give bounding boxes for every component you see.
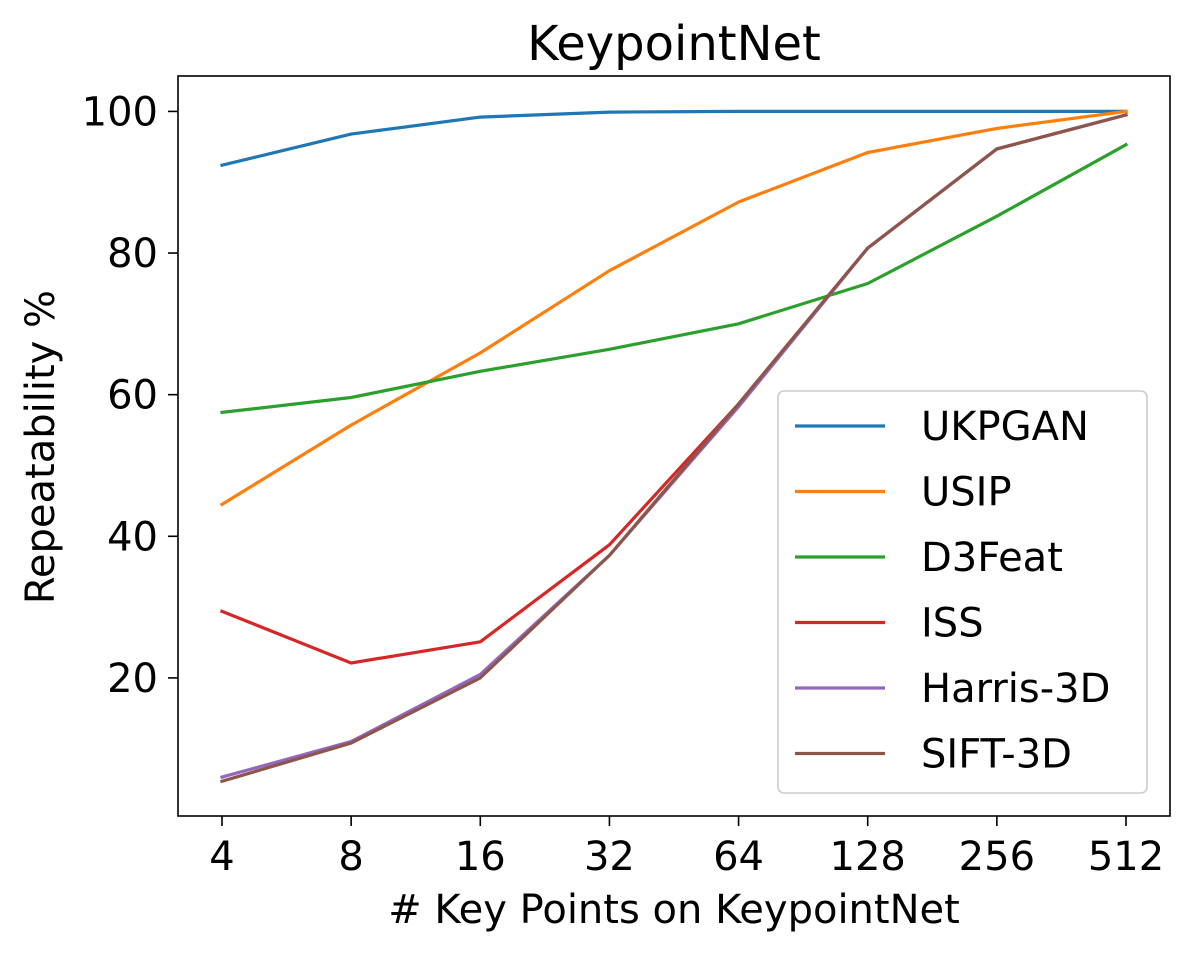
y-tick-label: 80 <box>107 231 158 277</box>
x-tick-label: 4 <box>209 834 234 880</box>
legend-label-harris-3d: Harris-3D <box>921 666 1110 712</box>
y-axis-ticks: 20 40 60 80 100 <box>82 89 178 702</box>
legend-label-usip: USIP <box>921 470 1012 516</box>
series-line-ukpgan <box>220 109 1128 168</box>
legend-label-d3feat: D3Feat <box>921 535 1063 581</box>
x-tick-label: 16 <box>455 834 506 880</box>
y-axis-label: Repeatability % <box>18 290 64 604</box>
legend: UKPGAN USIP D3Feat ISS Harris-3D SIFT-3D <box>777 390 1148 794</box>
x-axis-ticks: 4 8 16 32 64 128 256 512 <box>209 816 1164 880</box>
y-tick-label: 100 <box>82 89 158 135</box>
plot-frame <box>177 75 1171 817</box>
x-tick-label: 8 <box>338 834 363 880</box>
x-tick-label: 512 <box>1088 834 1164 880</box>
x-axis-label: # Key Points on KeypointNet <box>388 887 960 933</box>
series-line-sift-3d <box>220 112 1128 784</box>
chart-title: KeypointNet <box>527 16 821 72</box>
legend-label-sift-3d: SIFT-3D <box>921 732 1072 778</box>
series-line-d3feat <box>220 142 1129 415</box>
y-tick-label: 20 <box>107 656 158 702</box>
x-tick-label: 32 <box>584 834 635 880</box>
legend-label-iss: ISS <box>921 601 984 647</box>
x-tick-label: 64 <box>713 834 764 880</box>
y-tick-label: 60 <box>107 373 158 419</box>
y-tick-label: 40 <box>107 514 158 560</box>
legend-label-ukpgan: UKPGAN <box>921 404 1089 450</box>
series-line-usip <box>219 109 1128 507</box>
x-tick-label: 256 <box>959 834 1035 880</box>
legend-items: UKPGAN USIP D3Feat ISS Harris-3D SIFT-3D <box>795 404 1110 778</box>
series-lines <box>219 109 1129 784</box>
x-tick-label: 128 <box>830 834 906 880</box>
